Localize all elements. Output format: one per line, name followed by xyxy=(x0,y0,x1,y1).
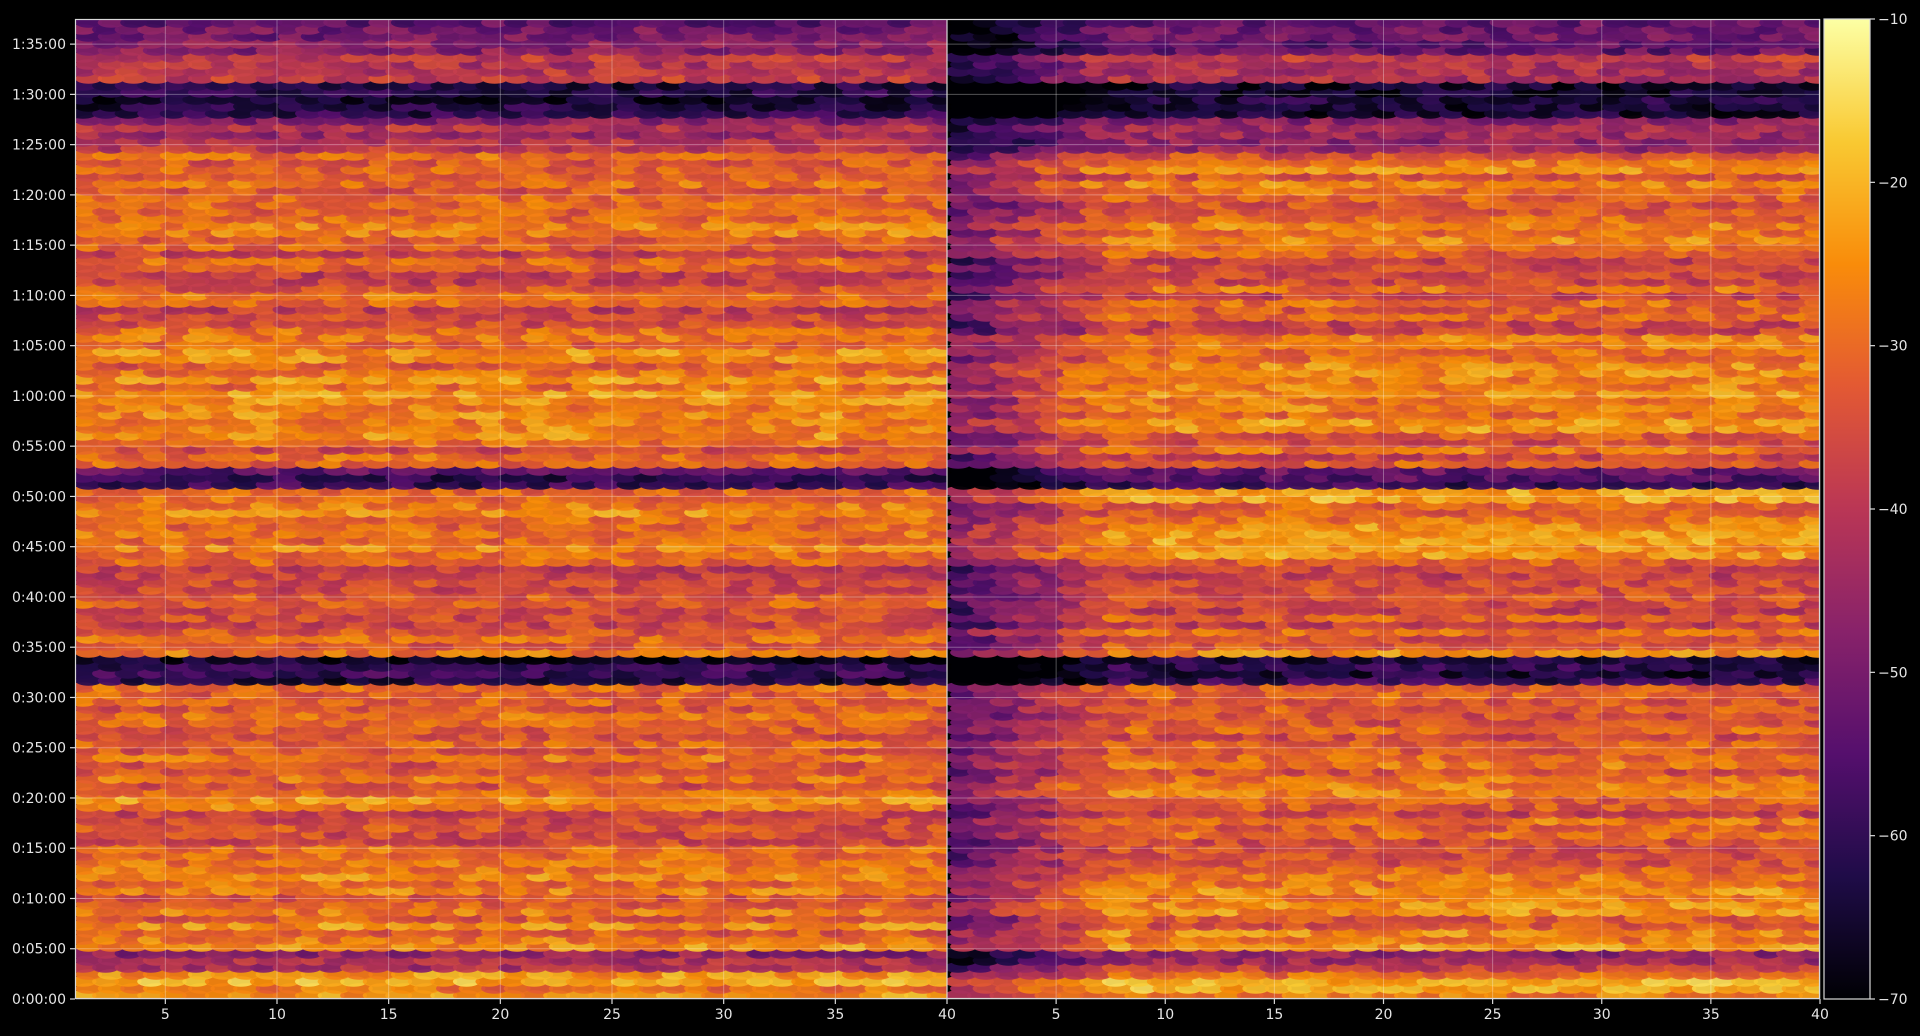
heatmap-cells-left-panel xyxy=(76,19,947,999)
